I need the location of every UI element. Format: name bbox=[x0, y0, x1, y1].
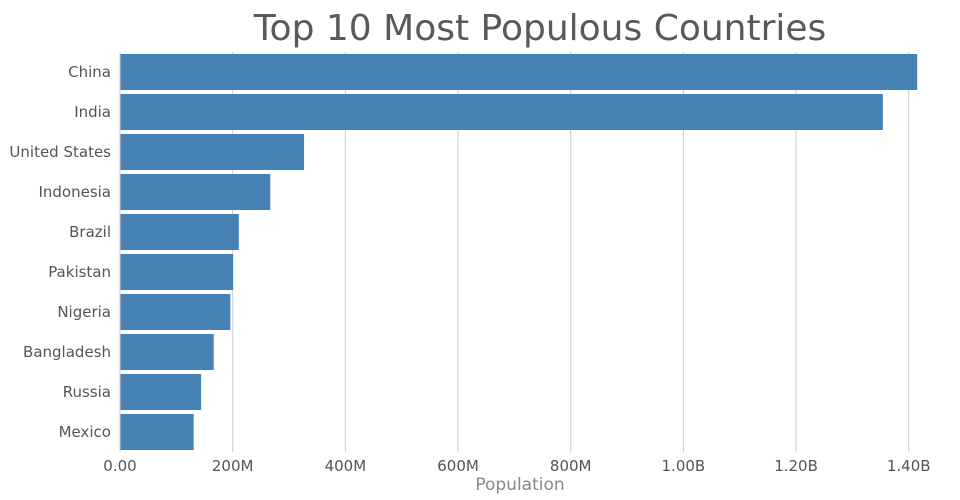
category-label: Bangladesh bbox=[23, 343, 111, 361]
bar-bangladesh[interactable] bbox=[120, 334, 214, 370]
x-tick-label: 600M bbox=[437, 457, 479, 475]
x-axis-title: Population bbox=[475, 475, 564, 495]
category-label: Mexico bbox=[59, 423, 111, 441]
x-tick-label: 1.00B bbox=[662, 457, 706, 475]
bar-nigeria[interactable] bbox=[120, 294, 231, 330]
category-label: Indonesia bbox=[38, 183, 111, 201]
category-label: United States bbox=[9, 143, 111, 161]
category-label: Pakistan bbox=[48, 263, 111, 281]
bar-indonesia[interactable] bbox=[120, 174, 271, 210]
bar-pakistan[interactable] bbox=[120, 254, 234, 290]
chart-title: Top 10 Most Populous Countries bbox=[253, 8, 827, 49]
bar-india[interactable] bbox=[120, 94, 883, 130]
x-tick-label: 800M bbox=[550, 457, 592, 475]
bar-china[interactable] bbox=[120, 54, 918, 90]
x-tick-label: 1.40B bbox=[887, 457, 931, 475]
bar-mexico[interactable] bbox=[120, 414, 194, 450]
x-tick-label: 0.00 bbox=[103, 457, 136, 475]
x-tick-labels: 0.00 200M 400M 600M 800M 1.00B 1.20B 1.40B bbox=[103, 457, 930, 475]
bar-russia[interactable] bbox=[120, 374, 202, 410]
category-label: Russia bbox=[63, 383, 111, 401]
bars bbox=[120, 54, 918, 450]
bar-united-states[interactable] bbox=[120, 134, 305, 170]
x-tick-label: 200M bbox=[212, 457, 254, 475]
x-tick-label: 1.20B bbox=[774, 457, 818, 475]
x-tick-label: 400M bbox=[325, 457, 367, 475]
category-label: Nigeria bbox=[57, 303, 111, 321]
bar-brazil[interactable] bbox=[120, 214, 239, 250]
category-label: China bbox=[68, 63, 111, 81]
category-labels: China India United States Indonesia Brazil Pa… bbox=[9, 63, 111, 441]
category-label: India bbox=[74, 103, 111, 121]
category-label: Brazil bbox=[69, 223, 111, 241]
